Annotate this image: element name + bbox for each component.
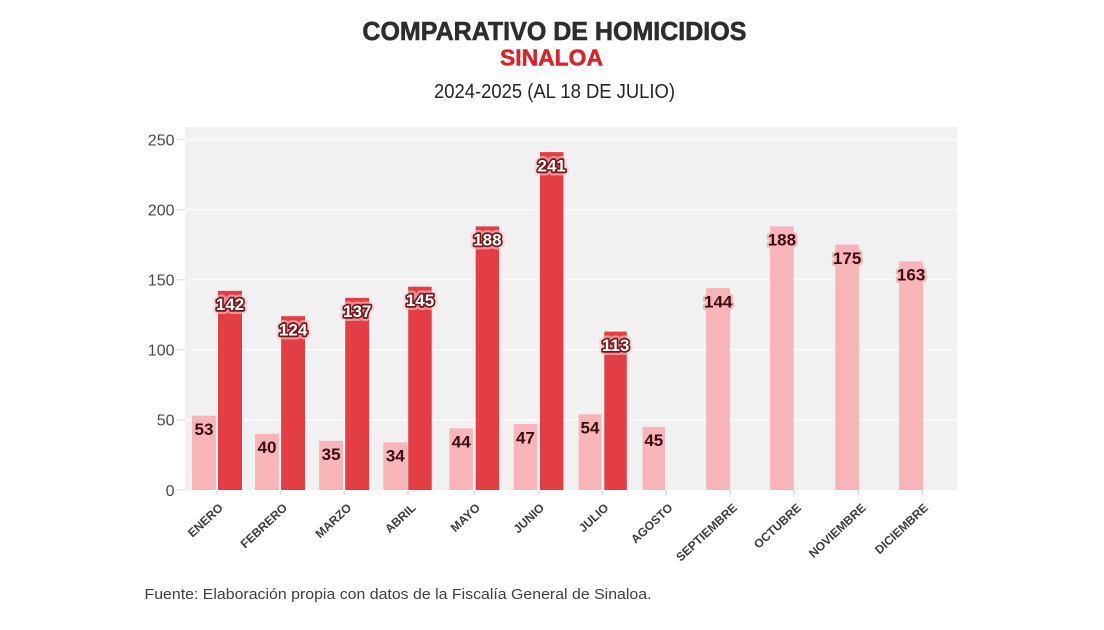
svg-text:163: 163 bbox=[897, 266, 925, 285]
svg-text:AGOSTO: AGOSTO bbox=[628, 501, 675, 547]
svg-text:34: 34 bbox=[386, 447, 405, 466]
svg-text:44: 44 bbox=[452, 433, 471, 452]
svg-text:40: 40 bbox=[258, 438, 277, 457]
svg-text:175: 175 bbox=[833, 249, 861, 268]
svg-text:150: 150 bbox=[148, 273, 175, 290]
svg-text:COMPARATIVO DE HOMICIDIOS: COMPARATIVO DE HOMICIDIOS bbox=[362, 16, 746, 46]
svg-text:124: 124 bbox=[279, 320, 308, 339]
svg-text:113: 113 bbox=[602, 336, 629, 355]
svg-text:MARZO: MARZO bbox=[313, 501, 355, 541]
svg-text:DICIEMBRE: DICIEMBRE bbox=[872, 501, 931, 557]
svg-text:JULIO: JULIO bbox=[576, 501, 611, 535]
svg-text:145: 145 bbox=[406, 291, 434, 310]
svg-text:45: 45 bbox=[644, 431, 663, 450]
svg-text:35: 35 bbox=[322, 445, 341, 464]
svg-text:ABRIL: ABRIL bbox=[382, 501, 418, 536]
svg-text:54: 54 bbox=[581, 419, 600, 438]
svg-text:142: 142 bbox=[216, 295, 244, 314]
svg-text:SEPTIEMBRE: SEPTIEMBRE bbox=[673, 501, 740, 564]
svg-text:241: 241 bbox=[538, 156, 566, 175]
svg-text:47: 47 bbox=[516, 428, 535, 447]
svg-text:137: 137 bbox=[343, 302, 371, 321]
svg-text:124: 124 bbox=[279, 320, 308, 339]
svg-text:Fuente: Elaboración propia con: Fuente: Elaboración propia con datos de … bbox=[145, 586, 652, 603]
svg-text:50: 50 bbox=[157, 413, 175, 430]
svg-text:NOVIEMBRE: NOVIEMBRE bbox=[806, 501, 869, 561]
svg-text:145: 145 bbox=[406, 291, 434, 310]
svg-text:188: 188 bbox=[473, 231, 501, 250]
svg-text:100: 100 bbox=[148, 343, 175, 360]
svg-text:SINALOA: SINALOA bbox=[500, 44, 603, 70]
svg-text:188: 188 bbox=[768, 231, 796, 250]
svg-text:JUNIO: JUNIO bbox=[511, 501, 547, 536]
svg-text:MAYO: MAYO bbox=[448, 501, 483, 535]
svg-text:144: 144 bbox=[704, 292, 733, 311]
svg-text:2024-2025 (AL 18 DE JULIO): 2024-2025 (AL 18 DE JULIO) bbox=[434, 81, 675, 103]
svg-text:ENERO: ENERO bbox=[185, 501, 226, 540]
svg-text:250: 250 bbox=[148, 132, 175, 149]
svg-text:113: 113 bbox=[602, 336, 629, 355]
svg-text:0: 0 bbox=[166, 483, 175, 500]
svg-text:137: 137 bbox=[343, 302, 371, 321]
svg-text:241: 241 bbox=[538, 156, 566, 175]
svg-text:188: 188 bbox=[473, 231, 501, 250]
svg-text:OCTUBRE: OCTUBRE bbox=[751, 501, 804, 552]
svg-text:200: 200 bbox=[148, 202, 175, 219]
svg-text:FEBRERO: FEBRERO bbox=[238, 501, 290, 551]
svg-text:53: 53 bbox=[195, 420, 214, 439]
svg-text:142: 142 bbox=[216, 295, 244, 314]
